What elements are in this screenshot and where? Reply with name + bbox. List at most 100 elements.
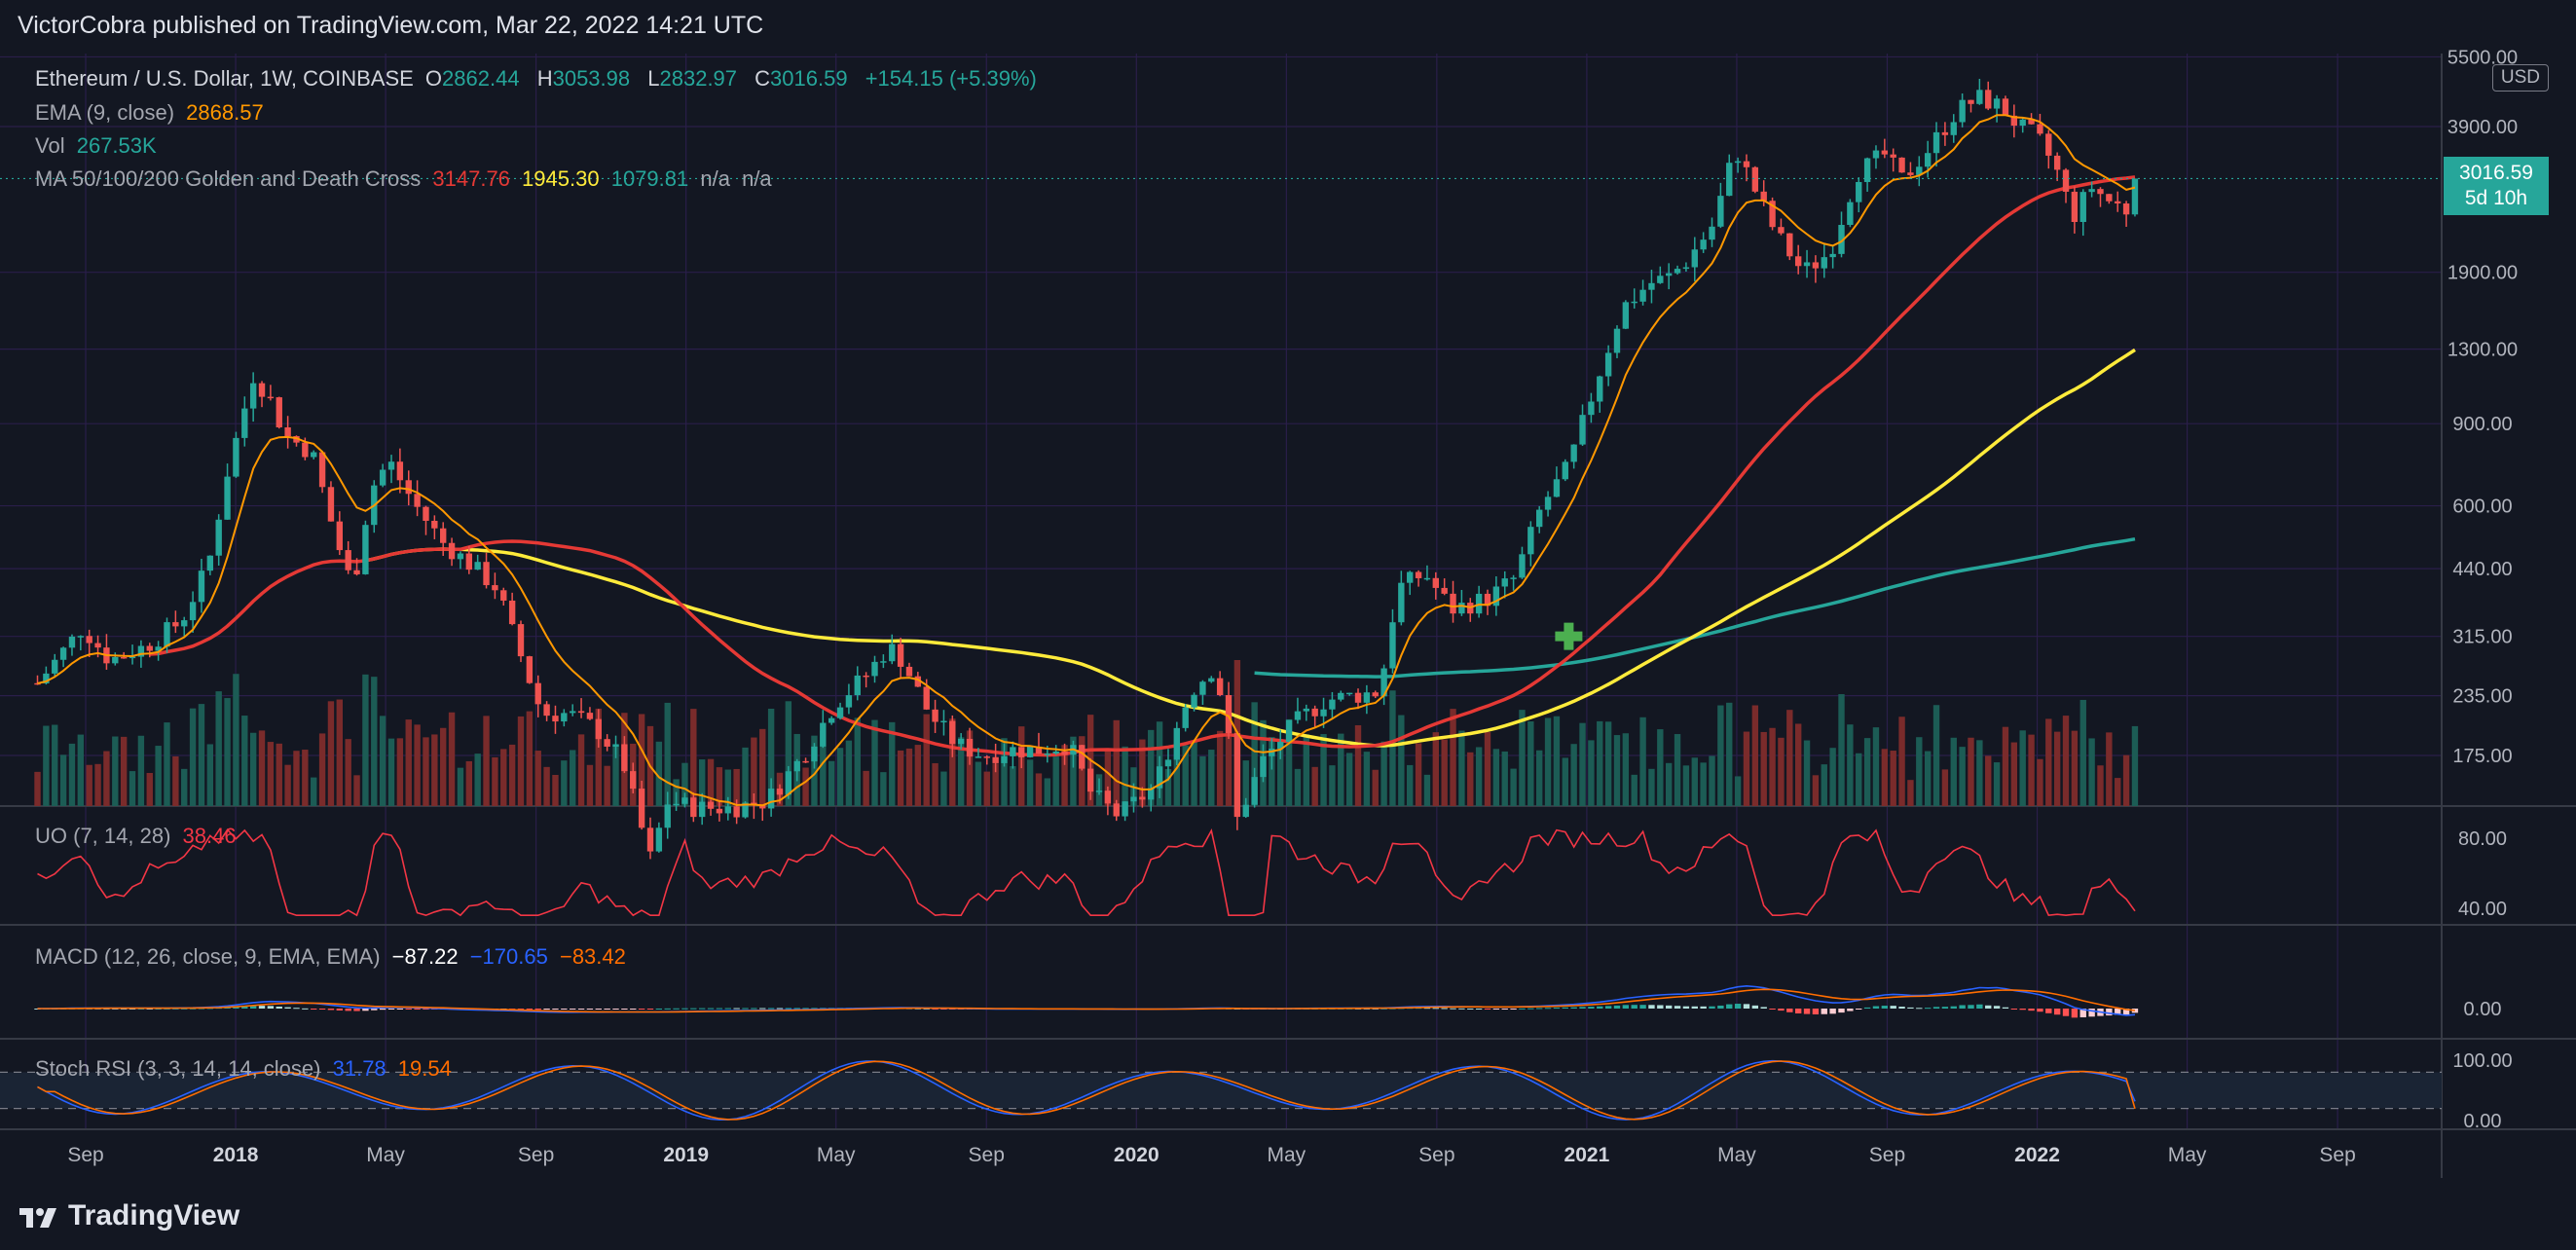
candle-body <box>1026 746 1034 757</box>
volume-bar <box>198 704 205 806</box>
candle-body <box>345 550 351 570</box>
tradingview-logo[interactable]: TradingView <box>19 1199 239 1232</box>
candle-body <box>500 590 507 601</box>
volume-label: Vol <box>35 133 65 158</box>
candle <box>1432 571 1439 600</box>
volume-bar <box>655 741 663 806</box>
candle-body <box>1665 273 1673 276</box>
volume-bar <box>2028 734 2035 806</box>
volume-bar <box>1026 759 1034 806</box>
candle <box>1657 266 1664 284</box>
volume-bar <box>1562 757 1568 806</box>
macd-hist-bar <box>2037 1009 2043 1012</box>
macd-hist-bar <box>1959 1005 1966 1009</box>
volume-bar <box>1604 721 1612 806</box>
macd-hist-bar <box>751 1008 757 1010</box>
volume-bar <box>698 759 706 806</box>
candle <box>1199 680 1206 705</box>
volume-bar <box>94 763 101 806</box>
macd-hist-bar <box>2002 1007 2009 1009</box>
macd-hist-bar <box>1932 1007 1940 1009</box>
candle-body <box>2122 202 2130 215</box>
ema-legend[interactable]: EMA (9, close) 2868.57 <box>35 100 270 126</box>
candle <box>1674 265 1681 276</box>
macd-hist-bar <box>1847 1009 1854 1011</box>
volume-bar <box>1570 744 1577 806</box>
macd-hist-bar <box>1501 1009 1508 1010</box>
candle-body <box>604 739 610 747</box>
candle-body <box>802 760 809 763</box>
candle-body <box>2079 192 2086 223</box>
candle-body <box>889 643 896 662</box>
volume-bar <box>681 762 688 806</box>
candle-body <box>561 713 568 722</box>
candle-body <box>155 646 162 651</box>
volume-bar <box>1484 732 1491 806</box>
macd-hist-bar <box>577 1009 585 1010</box>
volume-bar <box>2045 718 2052 806</box>
symbol-legend[interactable]: Ethereum / U.S. Dollar, 1W, COINBASE O28… <box>35 66 1043 92</box>
ma-legend[interactable]: MA 50/100/200 Golden and Death Cross 314… <box>35 166 778 192</box>
time-tick-label: Sep <box>67 1144 103 1166</box>
macd-value: −87.22 <box>391 944 459 969</box>
macd-hist-bar <box>1613 1005 1621 1009</box>
candle <box>690 792 697 823</box>
volume-bar <box>1035 773 1043 806</box>
candle-body <box>854 675 861 696</box>
macd-hist-bar <box>1941 1007 1949 1009</box>
candle-body <box>1148 788 1155 800</box>
candle <box>2079 189 2086 237</box>
uo-legend[interactable]: UO (7, 14, 28) 38.46 <box>35 824 242 849</box>
volume-bar <box>224 698 231 806</box>
candle <box>655 822 663 853</box>
currency-badge[interactable]: USD <box>2491 64 2549 92</box>
volume-bar <box>2088 738 2095 806</box>
volume-bar <box>543 766 550 806</box>
candle-body <box>992 756 999 763</box>
candle-body <box>1182 707 1189 728</box>
candle-body <box>2088 189 2095 193</box>
macd-hist-bar <box>561 1009 568 1010</box>
candle <box>1691 237 1698 282</box>
macd-hist-bar <box>1786 1009 1793 1012</box>
candle <box>1001 743 1008 767</box>
candle-body <box>526 656 534 683</box>
candle <box>889 634 896 665</box>
candle <box>517 620 525 663</box>
candle-body <box>785 771 792 795</box>
volume-bar <box>1613 735 1621 806</box>
candle-body <box>707 801 715 809</box>
symbol-title: Ethereum / U.S. Dollar, 1W, COINBASE <box>35 66 414 91</box>
volume-legend[interactable]: Vol 267.53K <box>35 133 163 159</box>
macd-label: MACD (12, 26, close, 9, EMA, EMA) <box>35 944 381 969</box>
macd-legend[interactable]: MACD (12, 26, close, 9, EMA, EMA) −87.22… <box>35 944 632 970</box>
candle-body <box>1570 444 1577 462</box>
volume-bar <box>932 762 938 806</box>
macd-hist-bar <box>249 1006 257 1009</box>
volume-bar <box>258 730 266 806</box>
volume-bar <box>2097 765 2104 806</box>
stoch-legend[interactable]: Stoch RSI (3, 3, 14, 14, close) 31.78 19… <box>35 1056 458 1082</box>
macd-hist-bar <box>2106 1009 2113 1016</box>
candle-body <box>52 659 58 674</box>
macd-hist-bar <box>1622 1005 1630 1009</box>
macd-hist-bar <box>137 1008 145 1010</box>
volume-bar <box>120 736 128 806</box>
candle <box>2106 194 2113 204</box>
volume-bar <box>897 750 904 806</box>
volume-bar <box>1044 778 1051 806</box>
volume-bar <box>1709 755 1715 806</box>
volume-bar <box>293 751 300 806</box>
volume-bar <box>552 774 559 806</box>
volume-bar <box>1407 764 1414 806</box>
volume-bar <box>923 714 930 806</box>
time-tick-label: 2022 <box>2014 1144 2060 1166</box>
macd-hist-bar <box>423 1009 429 1010</box>
candle-body <box>1285 719 1293 743</box>
candle <box>871 655 878 683</box>
candle-body <box>215 519 222 556</box>
macd-hist-bar <box>1536 1008 1543 1010</box>
candle <box>1760 180 1767 206</box>
candle <box>431 515 438 539</box>
